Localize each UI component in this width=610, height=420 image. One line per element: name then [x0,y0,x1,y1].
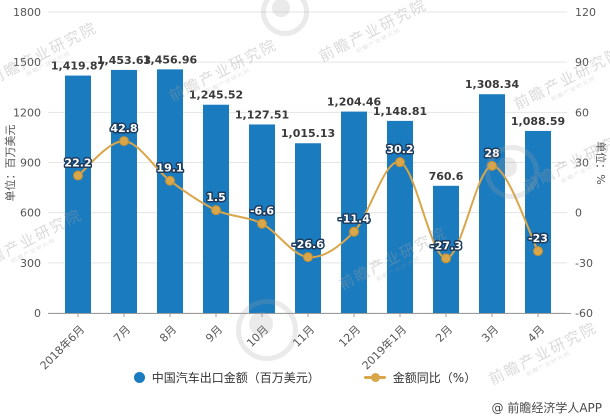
x-axis-category-label: 4月 [525,323,547,345]
legend-label-export-amount: 中国汽车出口金额（百万美元） [151,371,320,385]
left-axis-tick-label: 1800 [13,6,41,19]
left-axis-tick-label: 1200 [13,106,41,119]
x-axis-category-label: 11月 [290,323,317,350]
x-axis-category-label: 2018年6月 [37,322,87,372]
yoy-value-label: -6.6 [250,205,274,218]
right-axis-unit-label: 单位：% [594,141,608,184]
bar-export-amount [525,130,551,313]
legend-item-yoy[interactable]: 金额同比（%） [363,369,477,386]
yoy-line-marker [211,205,221,216]
legend-label-yoy: 金额同比（%） [392,371,477,385]
bar-value-label: 1,204.46 [327,96,382,109]
bar-export-amount [65,75,91,313]
yoy-line-marker [257,218,267,229]
yoy-line-marker [119,136,129,147]
yoy-value-label: -23 [528,232,548,245]
left-axis-tick-label: 1500 [13,56,41,69]
x-axis-category-label: 2019年1月 [359,322,409,372]
bar-value-label: 760.6 [429,170,464,183]
yoy-line-marker [441,253,451,264]
yoy-line-marker [73,170,83,181]
bar-export-amount [387,120,413,314]
right-axis-tick-label: 120 [575,6,596,19]
yoy-value-label: -11.4 [338,213,370,226]
yoy-value-label: 19.1 [156,162,183,175]
bar-value-label: 1,456.96 [143,53,198,66]
yoy-line [77,140,539,260]
x-axis-category-label: 2月 [433,323,455,345]
bar-value-label: 1,419.87 [51,60,105,73]
line-series-marker-icon [363,373,386,382]
left-axis-tick-label: 300 [20,257,41,270]
yoy-line-marker [165,175,175,186]
yoy-value-label: -26.6 [292,238,324,251]
legend-item-export-amount[interactable]: 中国汽车出口金额（百万美元） [133,369,320,386]
chart-legend: 中国汽车出口金额（百万美元） 金额同比（%） [0,369,610,386]
bar-value-label: 1,453.63 [97,54,151,67]
yoy-value-label: 1.5 [206,191,226,204]
right-axis-tick-label: -60 [575,307,593,320]
yoy-value-label: -27.3 [430,239,462,252]
bar-series-marker-icon [133,372,145,383]
right-axis-tick-label: 90 [575,56,589,69]
yoy-value-label: 42.8 [110,122,137,135]
left-axis-tick-label: 600 [20,207,41,220]
yoy-line-marker [349,226,359,237]
yoy-line-marker [303,252,313,263]
right-axis-tick-label: 0 [575,207,582,220]
bar-export-amount [295,143,321,313]
bar-value-label: 1,148.81 [373,105,427,118]
yoy-value-label: 22.2 [64,157,91,170]
right-axis-tick-label: 60 [575,106,589,119]
x-axis-category-label: 10月 [244,323,271,350]
right-axis-tick-label: -30 [575,257,593,270]
right-axis-tick-label: 30 [575,157,589,170]
yoy-line-marker [487,160,497,171]
bar-value-label: 1,127.51 [235,108,289,121]
left-axis-tick-label: 900 [20,157,41,170]
yoy-value-label: 30.2 [386,143,413,156]
bar-value-label: 1,015.13 [281,127,335,140]
x-axis-category-label: 7月 [111,323,133,345]
bar-export-amount [479,94,505,313]
bar-export-amount [157,69,183,313]
left-axis-tick-label: 0 [34,307,41,320]
x-axis-category-label: 8月 [157,323,179,345]
left-axis-unit-label: 单位：百万美元 [3,125,17,202]
bar-value-label: 1,245.52 [189,89,243,102]
x-axis-category-label: 3月 [479,323,501,345]
source-credit: @ 前瞻经济学人APP [491,401,603,415]
x-axis-category-label: 12月 [336,323,363,350]
yoy-line-marker [395,157,405,168]
x-axis-category-label: 9月 [203,323,225,345]
yoy-line-marker [533,246,543,257]
bar-export-amount [111,69,137,313]
bar-value-label: 1,088.59 [511,115,565,128]
bar-export-amount [341,111,367,313]
bar-value-label: 1,308.34 [465,78,520,91]
yoy-value-label: 28 [484,147,499,160]
